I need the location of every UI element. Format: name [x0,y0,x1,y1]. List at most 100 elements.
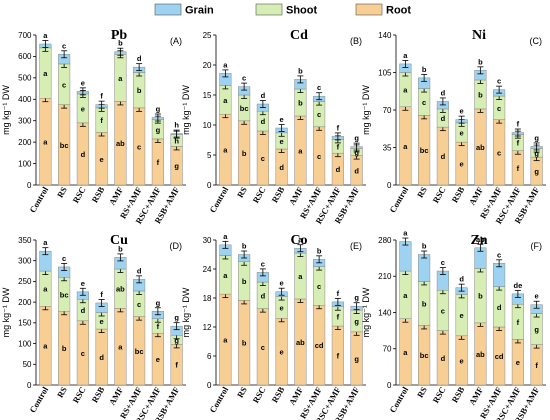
significance-letter: c [81,349,85,358]
category-label: RS [55,385,69,400]
bar-grain-rs [418,254,431,282]
significance-letter: f [517,139,520,148]
y-axis-label: mg kg⁻¹ DW [361,287,371,337]
significance-letter: a [403,142,408,151]
significance-letter: f [337,289,340,298]
panel-pb: 0 100 200 300 400 500 600 700 mg kg⁻¹ DW Pb (A) a a a… [1,28,186,226]
significance-letter: c [137,142,141,151]
significance-letter: cd [315,341,324,350]
legend: Grain Shoot Root [154,3,411,17]
significance-letter: e [280,348,284,357]
panel-tag: (A) [170,36,182,46]
significance-letter: b [62,344,67,353]
significance-letter: g [354,354,359,363]
significance-letter: c [137,300,141,309]
y-axis-label: mg kg⁻¹ DW [1,287,11,337]
significance-letter: e [280,115,284,124]
significance-letter: d [441,354,446,363]
significance-letter: c [497,148,501,157]
category-label: RS [55,185,69,200]
significance-letter: c [422,98,426,107]
y-tick-label: 25 [203,31,212,40]
significance-letter: b [242,242,247,251]
significance-letter: d [81,150,86,159]
y-tick-label: 20 [203,61,212,70]
y-axis-label: mg kg⁻¹ DW [181,85,191,135]
y-tick-label: 6 [207,352,212,361]
significance-letter: g [174,313,179,322]
significance-letter: c [441,258,445,267]
significance-letter: cd [495,352,504,361]
significance-letter: d [137,266,142,275]
significance-letter: d [261,291,266,300]
category-label: RSC [70,185,87,205]
panel-title: Pb [111,28,128,43]
y-tick-label: 50 [23,360,32,369]
significance-letter: e [460,160,464,169]
category-label: RSC [250,185,267,205]
significance-letter: d [81,306,86,315]
category-label: RSB [269,385,286,405]
category-label: RSC [250,385,267,405]
legend-swatch-grain [154,3,182,16]
significance-letter: c [261,154,265,163]
significance-letter: a [403,51,408,60]
significance-letter: d [354,166,359,175]
significance-letter: a [43,285,48,294]
y-tick-label: 300 [18,117,32,126]
significance-letter: e [280,303,284,312]
y-tick-label: 250 [18,277,32,286]
significance-letter: de [513,281,522,290]
significance-letter: bc [420,146,429,155]
significance-letter: b [478,90,483,99]
significance-letter: e [460,129,464,138]
legend-label-root: Root [386,5,411,17]
significance-letter: d [279,163,284,172]
significance-letter: b [422,242,427,251]
panel-tag: (D) [170,241,183,251]
y-tick-label: 140 [378,31,392,40]
significance-letter: c [242,74,246,83]
significance-letter: ab [116,139,125,148]
significance-letter: a [298,235,303,244]
significance-letter: e [535,292,539,301]
significance-letter: f [100,92,103,101]
significance-letter: g [354,134,359,143]
significance-letter: d [336,165,341,174]
y-tick-label: 200 [18,298,32,307]
panel-title: Cd [290,28,308,43]
significance-letter: b [137,86,142,95]
y-tick-label: 100 [18,339,32,348]
significance-letter: g [534,133,539,142]
panel-tag: (E) [350,241,362,251]
y-tick-label: 700 [18,31,32,40]
y-tick-label: 0 [387,181,392,190]
y-tick-label: 500 [18,74,32,83]
y-tick-label: 0 [207,181,212,190]
significance-letter: e [81,104,85,113]
y-tick-label: 10 [203,121,212,130]
significance-letter: ab [476,235,485,244]
y-axis-label: mg kg⁻¹ DW [1,85,11,135]
category-label: AMF [107,185,125,207]
significance-letter: f [535,361,538,370]
significance-letter: d [441,152,446,161]
significance-letter: c [62,80,66,89]
significance-letter: f [517,164,520,173]
significance-letter: f [337,123,340,132]
significance-letter: d [261,117,266,126]
significance-letter: d [261,91,266,100]
significance-letter: a [43,138,48,147]
significance-letter: d [497,303,502,312]
significance-letter: f [337,312,340,321]
significance-letter: h [174,121,179,130]
category-label: RSB [449,385,466,405]
panel-title: Zn [470,233,487,248]
significance-letter: h [174,137,179,146]
significance-letter: b [298,66,303,75]
panel-title: Cu [110,233,128,248]
significance-letter: b [118,39,123,48]
significance-letter: c [62,254,66,263]
significance-letter: d [99,353,104,362]
